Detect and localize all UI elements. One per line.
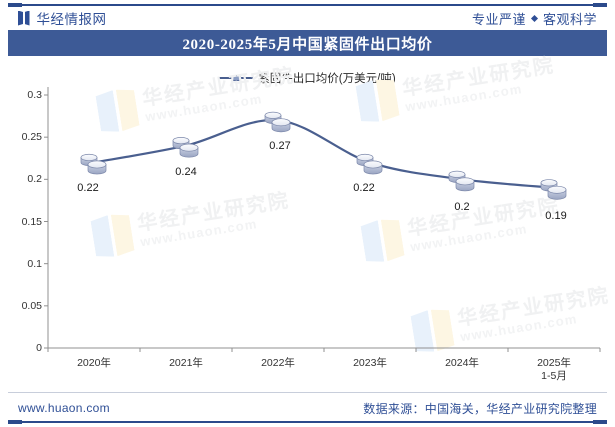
data-point-marker[interactable] [172, 137, 199, 158]
x-tick-label: 2024年 [445, 357, 479, 369]
data-label: 0.19 [545, 209, 567, 222]
data-source: 数据来源：中国海关，华经产业研究院整理 [363, 401, 597, 416]
legend-line-marker-icon [219, 73, 254, 83]
y-tick-label: 0.15 [21, 215, 42, 228]
y-tick-label: 0.1 [27, 257, 42, 270]
bottom-divider [8, 420, 607, 424]
chart-container: 紧固件出口均价(万美元/吨) 华经产业研究院 www.huaon.com 华经产… [0, 53, 615, 390]
top-divider [8, 3, 607, 7]
y-tick-label: 0 [36, 342, 42, 354]
data-point-marker[interactable] [540, 179, 567, 200]
data-label: 0.2 [454, 201, 470, 214]
y-tick-label: 0.3 [27, 89, 42, 101]
y-tick-label: 0.25 [21, 131, 42, 144]
chart-title-band: 2020-2025年5月中国紧固件出口均价 [8, 30, 607, 56]
bottom-divider-cap-right [593, 420, 607, 424]
top-divider-bar [8, 4, 607, 6]
header-tagline: 专业严谨 客观科学 [472, 9, 597, 28]
tagline-right: 客观科学 [542, 11, 597, 27]
y-tick-label: 0.2 [27, 173, 42, 186]
site-url[interactable]: www.huaon.com [18, 401, 110, 415]
chart-axes [44, 87, 601, 352]
data-label: 0.22 [77, 182, 99, 195]
data-point-marker[interactable] [80, 153, 107, 175]
footer-divider [8, 392, 607, 393]
data-point-marker[interactable] [356, 153, 383, 175]
bottom-divider-bar [8, 421, 607, 423]
x-tick-label-sub: 1-5月 [541, 370, 567, 383]
series-line-0 [92, 119, 556, 189]
brand[interactable]: 华经情报网 [18, 8, 107, 28]
data-label: 0.24 [175, 165, 197, 178]
top-divider-cap-right [593, 3, 607, 7]
x-tick-label: 2025年 1-5月 [509, 357, 599, 383]
data-point-marker[interactable] [264, 111, 291, 133]
tagline-left: 专业严谨 [471, 11, 526, 27]
page-title: 2020-2025年5月中国紧固件出口均价 [182, 36, 433, 53]
huajing-logo-icon [18, 10, 30, 26]
brand-name: 华经情报网 [36, 12, 107, 27]
plot-area: 华经产业研究院 www.huaon.com 华经产业研究院 www.huaon.… [0, 53, 615, 390]
x-tick-label: 2020年 [77, 357, 111, 369]
diamond-separator-icon [530, 14, 539, 22]
y-tick-label: 0.05 [21, 299, 42, 312]
x-tick-label: 2022年 [261, 357, 295, 369]
x-tick-label: 2023年 [353, 357, 387, 369]
page-header: 华经情报网 专业严谨 客观科学 [0, 8, 615, 28]
chart-svg [44, 87, 601, 352]
series-markers-0 [80, 111, 567, 200]
data-point-marker[interactable] [448, 170, 475, 192]
data-label: 0.27 [269, 140, 291, 153]
page-footer: www.huaon.com 数据来源：中国海关，华经产业研究院整理 [0, 396, 615, 420]
data-label: 0.22 [353, 182, 375, 195]
x-tick-label: 2021年 [169, 357, 203, 369]
